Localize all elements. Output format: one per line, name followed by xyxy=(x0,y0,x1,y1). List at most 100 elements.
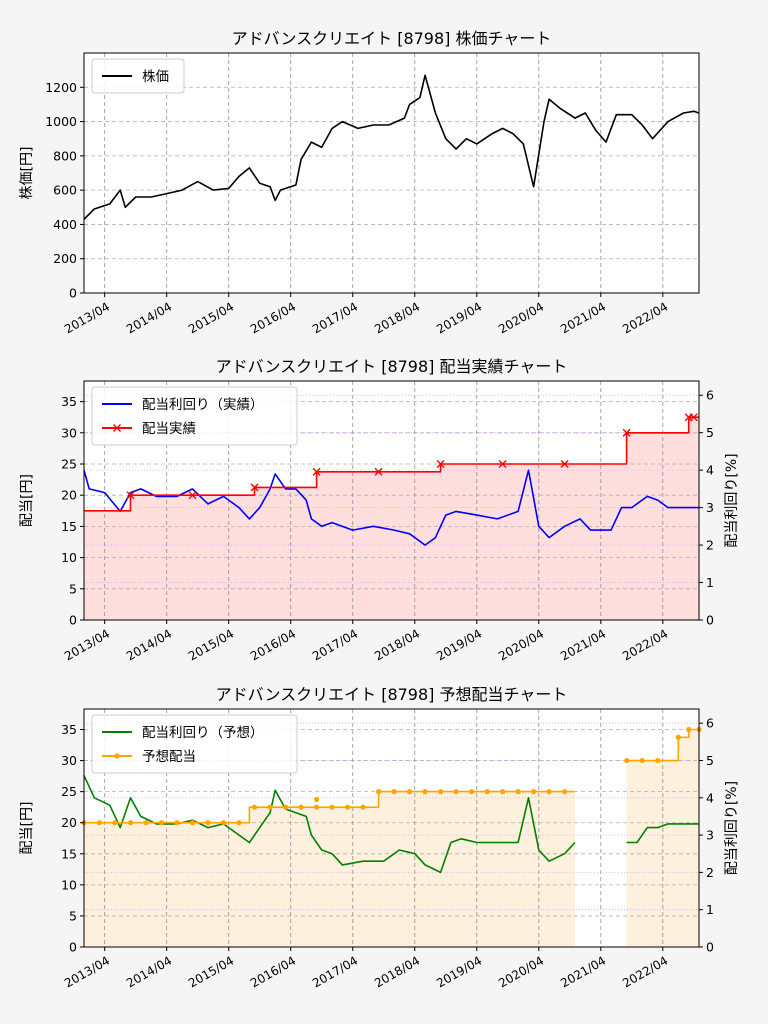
tick-label-y-2: 10 xyxy=(61,550,77,565)
marker-2-10 xyxy=(236,820,242,826)
chart-panel-2: 0 5 10 15 20 25 30 35 0 1 2 3 4 5 6 2013/04 2014/04 2015/… xyxy=(19,357,740,664)
tick-label-y-right-3: 3 xyxy=(706,500,714,515)
tick-label-y-right-3: 3 xyxy=(706,828,714,843)
tick-label-y-right-5: 5 xyxy=(706,753,714,768)
chart-title: アドバンスクリエイト [8798] 配当実績チャート xyxy=(216,357,568,376)
tick-label-y-1: 5 xyxy=(69,581,77,596)
legend-label-2: 予想配当 xyxy=(142,749,196,765)
tick-label-x-3: 2016/04 xyxy=(248,299,298,336)
tick-label-x-2: 2015/04 xyxy=(186,626,236,663)
tick-label-x-4: 2017/04 xyxy=(310,299,360,336)
series-line-1-1 xyxy=(83,469,699,546)
marker-2-26 xyxy=(469,789,475,795)
tick-label-x-8: 2021/04 xyxy=(558,953,608,990)
tick-label-y-right-6: 6 xyxy=(706,716,714,731)
tick-label-x-9: 2022/04 xyxy=(620,299,670,336)
tick-label-y-6: 30 xyxy=(61,425,77,440)
tick-label-y-0: 0 xyxy=(69,940,77,955)
plot-area xyxy=(84,53,699,293)
marker-2-30 xyxy=(531,789,537,795)
legend-marker-2 xyxy=(114,753,120,759)
tick-label-y-5: 1000 xyxy=(45,114,77,129)
marker-2-14 xyxy=(298,804,304,810)
tick-label-y-right-2: 2 xyxy=(706,538,714,553)
y-axis-label: 配当[円] xyxy=(19,474,35,527)
tick-label-y-0: 0 xyxy=(69,613,77,628)
axes-frame xyxy=(83,52,700,294)
tick-label-y-right-4: 4 xyxy=(706,463,714,478)
marker-2-7 xyxy=(189,820,196,826)
marker-2-34 xyxy=(639,757,645,764)
marker-2-36 xyxy=(675,734,681,740)
y-axis-label: 株価[円] xyxy=(19,147,35,200)
tick-label-x-2: 2015/04 xyxy=(186,953,236,990)
axes-frame xyxy=(83,708,700,948)
chart-panel-1: 0 200 400 600 800 1000 1200 2013/04 2014/04 2015/… xyxy=(19,29,700,337)
tick-label-y-right-2: 2 xyxy=(706,865,714,880)
marker-2-2 xyxy=(112,820,118,826)
legend-box xyxy=(91,714,298,774)
tick-label-y-3: 15 xyxy=(61,519,77,534)
tick-label-x-7: 2020/04 xyxy=(496,953,546,990)
marker-2-3 xyxy=(312,467,321,476)
tick-label-x-5: 2018/04 xyxy=(372,626,422,663)
marker-2-4 xyxy=(143,820,149,826)
marker-2-16 xyxy=(313,804,320,810)
tick-label-x-6: 2019/04 xyxy=(434,953,484,990)
marker-2-12 xyxy=(267,804,273,810)
marker-2-13 xyxy=(282,804,289,810)
marker-2-18 xyxy=(344,804,351,810)
legend-box xyxy=(91,386,298,446)
series-fill-2-1 xyxy=(84,417,699,620)
marker-2-7 xyxy=(560,460,569,468)
marker-2-5 xyxy=(158,820,165,826)
tick-label-y-2: 400 xyxy=(53,217,77,232)
marker-2-4 xyxy=(374,467,383,476)
legend-marker-2 xyxy=(113,424,121,432)
tick-label-y-7: 35 xyxy=(61,394,77,409)
series-line-1-2 xyxy=(626,823,699,844)
marker-2-8 xyxy=(622,428,631,437)
y-axis-label: 配当[円] xyxy=(19,802,35,855)
marker-2-33 xyxy=(624,757,630,764)
tick-label-y-right-0: 0 xyxy=(706,940,714,955)
tick-label-y-4: 800 xyxy=(53,148,77,163)
tick-label-y-6: 30 xyxy=(61,753,77,768)
tick-label-y-7: 35 xyxy=(61,722,77,737)
marker-2-35 xyxy=(655,757,661,764)
series-fill-2-1 xyxy=(84,791,575,947)
marker-2-1 xyxy=(188,491,197,500)
tick-label-y-right-0: 0 xyxy=(706,613,714,628)
marker-2-20 xyxy=(375,789,382,795)
tick-label-y-5: 25 xyxy=(61,784,77,799)
y-axis-label-right: 配当利回り[%] xyxy=(724,781,740,875)
tick-label-x-6: 2019/04 xyxy=(434,299,484,336)
tick-label-y-right-1: 1 xyxy=(706,575,714,590)
tick-label-x-8: 2021/04 xyxy=(558,626,608,663)
tick-label-y-6: 1200 xyxy=(45,80,77,95)
marker-2-21 xyxy=(391,789,397,795)
series-line-2-1 xyxy=(84,416,699,512)
tick-label-x-9: 2022/04 xyxy=(620,626,670,663)
marker-2-8 xyxy=(205,820,211,826)
legend-box xyxy=(91,58,185,94)
marker-2-25 xyxy=(453,789,459,795)
tick-label-y-3: 15 xyxy=(61,846,77,861)
tick-label-y-4: 20 xyxy=(61,488,77,503)
chart-panel-3: 0 5 10 15 20 25 30 35 0 1 2 3 4 5 6 2013/04 2014/04 2015/… xyxy=(19,685,740,991)
tick-label-x-1: 2014/04 xyxy=(124,953,174,990)
tick-label-x-9: 2022/04 xyxy=(620,953,670,990)
marker-2-23 xyxy=(422,789,428,795)
tick-label-x-3: 2016/04 xyxy=(248,953,298,990)
marker-2-9 xyxy=(220,820,227,826)
marker-2-27 xyxy=(484,789,490,795)
marker-2-17 xyxy=(329,804,335,810)
tick-label-x-6: 2019/04 xyxy=(434,626,484,663)
tick-label-x-5: 2018/04 xyxy=(372,953,422,990)
tick-label-x-4: 2017/04 xyxy=(310,626,360,663)
tick-label-x-0: 2013/04 xyxy=(62,953,112,990)
marker-2-15 xyxy=(313,796,320,803)
legend-label-2: 配当実績 xyxy=(142,421,196,437)
marker-2-22 xyxy=(406,789,413,795)
